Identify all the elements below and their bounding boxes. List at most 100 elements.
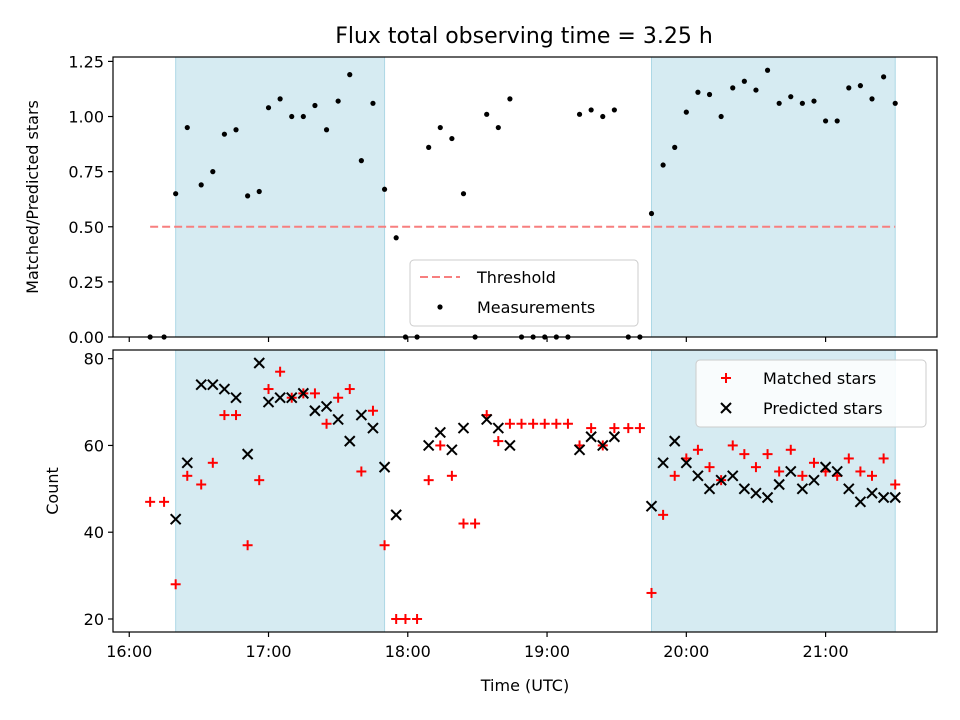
matched-star-point: [275, 366, 286, 377]
x-tick-label: 17:00: [245, 642, 291, 661]
legend-predicted-swatch: [720, 402, 732, 414]
predicted-star-point: [253, 357, 265, 369]
predicted-star-stroke: [195, 379, 207, 391]
predicted-star-point: [446, 444, 458, 456]
measurement-point: [776, 100, 782, 106]
measurement-point: [788, 94, 794, 100]
matched-star-point: [855, 466, 866, 477]
x-tick-label: 16:00: [106, 642, 152, 661]
matched-star-point: [890, 479, 901, 490]
matched-star-point: [785, 444, 796, 455]
predicted-star-stroke: [585, 431, 597, 443]
y-tick-label: 0.00: [68, 328, 104, 347]
x-tick-label: 20:00: [663, 642, 709, 661]
measurement-point: [869, 96, 875, 102]
predicted-star-stroke: [169, 513, 182, 525]
matched-star-point: [470, 518, 481, 529]
predicted-star-stroke: [504, 439, 516, 452]
legend-measurements-swatch: [437, 304, 443, 310]
measurement-point: [289, 113, 295, 120]
predicted-star-point: [761, 491, 774, 504]
y-tick-label: 60: [84, 436, 104, 455]
predicted-star-point: [808, 474, 820, 486]
predicted-star-point: [669, 435, 681, 447]
predicted-star-stroke: [218, 383, 231, 395]
y-tick-label: 0.50: [68, 218, 104, 237]
y-tick-label: 1.25: [68, 52, 104, 71]
predicted-star-point: [309, 405, 321, 417]
measurement-point: [799, 100, 805, 106]
legend-box: [695, 359, 927, 428]
chart-title: Flux total observing time = 3.25 h: [335, 24, 713, 49]
matched-star-point: [658, 509, 669, 520]
matched-star-point: [400, 613, 411, 624]
predicted-star-stroke: [253, 357, 265, 369]
predicted-star-stroke: [355, 409, 368, 421]
measurement-point: [741, 78, 747, 84]
matched-star-point: [356, 466, 367, 477]
predicted-star-point: [866, 487, 878, 499]
matched-star-point: [254, 475, 265, 486]
matched-star-point: [739, 449, 750, 460]
predicted-star-point: [504, 439, 516, 452]
predicted-star-point: [877, 491, 890, 504]
predicted-star-stroke: [367, 422, 379, 434]
matched-star-point: [435, 440, 446, 451]
predicted-star-point: [750, 487, 762, 499]
measurement-point: [381, 186, 388, 192]
matched-star-point: [562, 418, 573, 429]
predicted-star-stroke: [738, 483, 751, 495]
x-tick-label: 19:00: [524, 642, 570, 661]
measurement-point: [221, 131, 228, 137]
predicted-star-point: [573, 444, 586, 456]
matched-star-point: [727, 440, 738, 451]
measurement-point: [426, 144, 432, 150]
measurement-point: [683, 109, 689, 115]
measurement-point: [495, 124, 501, 131]
measurement-point: [753, 87, 759, 93]
matched-star-point: [551, 418, 562, 429]
measurement-point: [660, 162, 666, 168]
predicted-star-stroke: [866, 487, 878, 499]
matched-star-point: [333, 392, 344, 403]
predicted-star-point: [422, 439, 435, 452]
measurement-point: [695, 89, 701, 95]
matched-star-point: [539, 418, 550, 429]
predicted-star-stroke: [750, 487, 762, 499]
y-tick-label: 80: [84, 350, 104, 369]
y-tick-label: 40: [84, 523, 104, 542]
predicted-star-point: [169, 513, 182, 525]
measurement-point: [648, 210, 655, 217]
predicted-star-point: [680, 457, 693, 469]
matched-star-point: [159, 496, 170, 507]
predicted-star-stroke: [645, 500, 658, 512]
axes-frame: [112, 349, 938, 633]
predicted-star-stroke: [808, 474, 820, 486]
matched-star-point: [309, 388, 320, 399]
matched-star-point: [242, 540, 253, 551]
predicted-star-point: [819, 461, 832, 473]
predicted-star-point: [355, 409, 368, 421]
measurement-point: [834, 118, 840, 124]
predicted-star-point: [715, 474, 727, 486]
matched-star-point: [878, 453, 889, 464]
y-tick-label: 1.00: [68, 108, 104, 127]
matched-star-point: [516, 418, 527, 429]
predicted-star-stroke: [854, 496, 867, 508]
top-panel: 0.00 0.25 0.50 0.75 1.00 1.25 Matched/Predicte…: [23, 52, 938, 347]
measurement-point: [300, 113, 306, 120]
matched-star-point: [263, 384, 274, 395]
measurement-point: [822, 118, 829, 124]
matched-star-point: [379, 540, 390, 551]
predicted-star-stroke: [297, 387, 310, 400]
predicted-star-stroke: [492, 422, 505, 434]
measurement-point: [892, 100, 898, 106]
predicted-star-point: [457, 422, 470, 434]
predicted-star-stroke: [703, 483, 716, 495]
predicted-star-point: [889, 491, 901, 504]
measurement-point: [881, 74, 887, 80]
matched-star-point: [219, 410, 230, 421]
predicted-star-point: [230, 392, 242, 404]
measurement-point: [846, 85, 852, 91]
